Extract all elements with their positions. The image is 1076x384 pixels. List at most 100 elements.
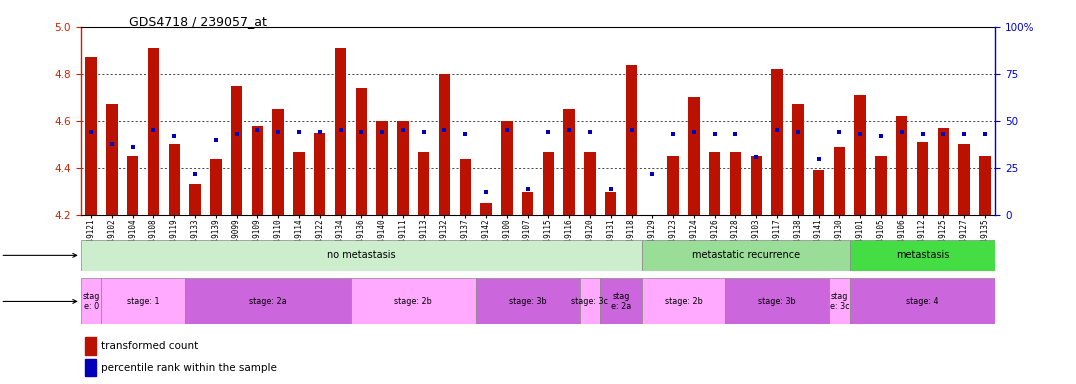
Text: stage: 3b: stage: 3b: [509, 297, 547, 306]
Text: other: other: [0, 296, 76, 306]
Bar: [522, 192, 534, 215]
Point: [478, 189, 495, 195]
Bar: [397, 121, 409, 215]
Bar: [417, 152, 429, 215]
Bar: [85, 58, 97, 215]
Bar: [605, 192, 617, 215]
Bar: [600, 278, 642, 324]
Point: [145, 127, 162, 133]
Bar: [689, 98, 699, 215]
Bar: [439, 74, 450, 215]
Point: [706, 131, 723, 137]
Point: [373, 129, 391, 135]
Point: [311, 129, 328, 135]
Text: percentile rank within the sample: percentile rank within the sample: [101, 363, 277, 373]
Point: [436, 127, 453, 133]
Text: GDS4718 / 239057_at: GDS4718 / 239057_at: [129, 15, 267, 28]
Bar: [210, 159, 222, 215]
Bar: [252, 126, 264, 215]
Bar: [667, 156, 679, 215]
Point: [519, 185, 536, 192]
Text: no metastasis: no metastasis: [327, 250, 396, 260]
Bar: [81, 240, 642, 271]
Point: [955, 131, 973, 137]
Text: stag
e: 2a: stag e: 2a: [611, 292, 632, 311]
Bar: [314, 133, 325, 215]
Point: [498, 127, 515, 133]
Bar: [355, 88, 367, 215]
Bar: [377, 121, 387, 215]
Point: [270, 129, 287, 135]
Text: metastatic recurrence: metastatic recurrence: [692, 250, 799, 260]
Bar: [107, 104, 117, 215]
Point: [810, 156, 827, 162]
Point: [103, 141, 121, 147]
Bar: [725, 278, 829, 324]
Point: [789, 129, 806, 135]
Text: stage: 2b: stage: 2b: [665, 297, 703, 306]
Text: stag
e: 3c: stag e: 3c: [830, 292, 849, 311]
Bar: [771, 69, 782, 215]
Bar: [854, 95, 866, 215]
Point: [893, 129, 910, 135]
Bar: [937, 128, 949, 215]
Point: [124, 144, 141, 151]
Point: [208, 137, 225, 143]
Bar: [169, 144, 180, 215]
Point: [228, 131, 245, 137]
Bar: [709, 152, 721, 215]
Point: [851, 131, 868, 137]
Point: [186, 170, 203, 177]
Bar: [564, 109, 575, 215]
Text: stage: 1: stage: 1: [127, 297, 159, 306]
Point: [748, 154, 765, 160]
Bar: [476, 278, 580, 324]
Point: [768, 127, 785, 133]
Bar: [294, 152, 305, 215]
Point: [623, 127, 640, 133]
Bar: [642, 278, 725, 324]
Bar: [147, 48, 159, 215]
Bar: [642, 240, 850, 271]
Point: [727, 131, 745, 137]
Text: stage: 2b: stage: 2b: [395, 297, 433, 306]
Bar: [584, 152, 596, 215]
Bar: [501, 121, 512, 215]
Point: [873, 133, 890, 139]
Point: [456, 131, 473, 137]
Bar: [730, 152, 741, 215]
Bar: [85, 337, 96, 355]
Bar: [272, 109, 284, 215]
Bar: [480, 203, 492, 215]
Bar: [917, 142, 929, 215]
Bar: [834, 147, 845, 215]
Point: [540, 129, 557, 135]
Point: [353, 129, 370, 135]
Bar: [792, 104, 804, 215]
Bar: [850, 278, 995, 324]
Point: [394, 127, 411, 133]
Bar: [751, 156, 762, 215]
Bar: [101, 278, 185, 324]
Point: [166, 133, 183, 139]
Point: [415, 129, 433, 135]
Bar: [580, 278, 600, 324]
Bar: [542, 152, 554, 215]
Text: stage: 3c: stage: 3c: [571, 297, 608, 306]
Bar: [85, 359, 96, 376]
Text: stage: 3b: stage: 3b: [759, 297, 796, 306]
Point: [831, 129, 848, 135]
Bar: [335, 48, 346, 215]
Point: [665, 131, 682, 137]
Point: [561, 127, 578, 133]
Point: [603, 185, 620, 192]
Text: stage: 2a: stage: 2a: [249, 297, 286, 306]
Text: stag
e: 0: stag e: 0: [83, 292, 100, 311]
Point: [249, 127, 266, 133]
Bar: [127, 156, 139, 215]
Text: disease state: disease state: [0, 250, 76, 260]
Point: [935, 131, 952, 137]
Text: stage: 4: stage: 4: [906, 297, 938, 306]
Point: [685, 129, 703, 135]
Bar: [979, 156, 991, 215]
